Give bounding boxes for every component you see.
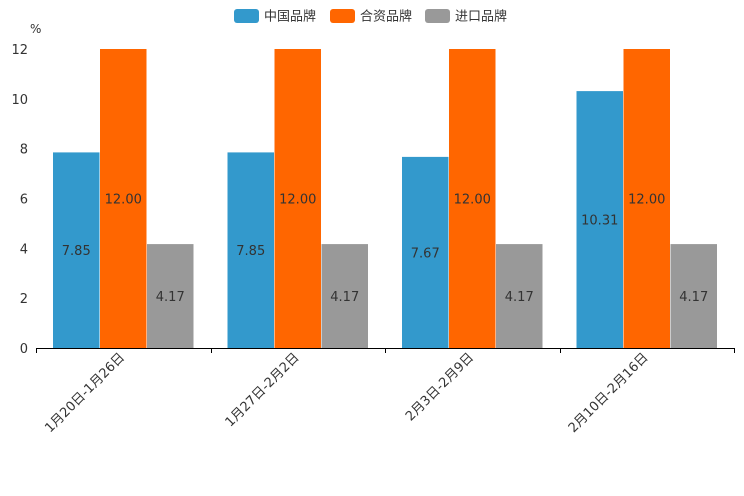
bar-1-1[interactable] bbox=[53, 152, 100, 348]
bar-1-3[interactable] bbox=[402, 156, 449, 348]
legend-swatch-3[interactable] bbox=[425, 9, 450, 23]
bar-2-4[interactable] bbox=[623, 49, 671, 348]
legend-label-2[interactable]: 合资品牌 bbox=[360, 9, 412, 25]
legend-label-1[interactable]: 中国品牌 bbox=[264, 9, 316, 25]
data-label-3-1: 4.17 bbox=[156, 290, 185, 305]
bars bbox=[53, 49, 718, 349]
data-label-1-2: 7.85 bbox=[236, 244, 265, 259]
x-tick-label-2: 1月27日-2月2日 bbox=[223, 350, 303, 430]
y-tick-label-6: 6 bbox=[20, 193, 28, 208]
data-label-2-3: 12.00 bbox=[454, 193, 491, 208]
legend-swatch-1[interactable] bbox=[234, 9, 259, 23]
data-label-2-2: 12.00 bbox=[279, 193, 316, 208]
y-axis-unit: % bbox=[30, 22, 41, 36]
x-axis: 1月20日-1月26日 1月27日-2月2日 2月3日-2月9日 2月10日-2月16… bbox=[36, 348, 735, 436]
bar-1-4[interactable] bbox=[576, 91, 624, 349]
bar-3-3[interactable] bbox=[496, 244, 543, 348]
data-label-3-2: 4.17 bbox=[330, 290, 359, 305]
data-label-3-3: 4.17 bbox=[505, 290, 534, 305]
data-label-2-1: 12.00 bbox=[105, 193, 142, 208]
y-tick-label-10: 10 bbox=[11, 93, 28, 108]
data-label-1-4: 10.31 bbox=[581, 214, 618, 229]
y-tick-label-0: 0 bbox=[20, 342, 28, 357]
x-tick-label-1: 1月20日-1月26日 bbox=[42, 350, 128, 436]
y-tick-label-12: 12 bbox=[11, 43, 28, 58]
bar-3-2[interactable] bbox=[321, 244, 369, 348]
bar-2-3[interactable] bbox=[449, 49, 496, 348]
bar-1-2[interactable] bbox=[227, 152, 275, 348]
y-tick-label-4: 4 bbox=[20, 242, 28, 257]
data-label-3-4: 4.17 bbox=[679, 290, 708, 305]
bar-3-4[interactable] bbox=[670, 244, 718, 348]
x-tick-label-3: 2月3日-2月9日 bbox=[403, 350, 477, 424]
data-label-2-4: 12.00 bbox=[628, 193, 665, 208]
bar-2-2[interactable] bbox=[274, 49, 322, 348]
legend-label-3[interactable]: 进口品牌 bbox=[455, 9, 507, 25]
data-label-1-3: 7.67 bbox=[411, 246, 440, 261]
x-tick-label-4: 2月10日-2月16日 bbox=[566, 350, 652, 436]
legend-swatch-2[interactable] bbox=[330, 9, 355, 23]
y-axis: 0 2 4 6 8 10 12 bbox=[11, 43, 28, 357]
bar-3-1[interactable] bbox=[147, 244, 194, 348]
y-tick-label-2: 2 bbox=[20, 292, 28, 307]
bar-2-1[interactable] bbox=[100, 49, 147, 348]
data-label-1-1: 7.85 bbox=[62, 244, 91, 259]
data-labels: 7.85 12.00 4.17 7.85 12.00 4.17 7.67 12.00 4.17 1… bbox=[62, 193, 708, 306]
y-tick-label-8: 8 bbox=[20, 143, 28, 158]
chart-legend[interactable]: 中国品牌 合资品牌 进口品牌 bbox=[234, 9, 507, 25]
